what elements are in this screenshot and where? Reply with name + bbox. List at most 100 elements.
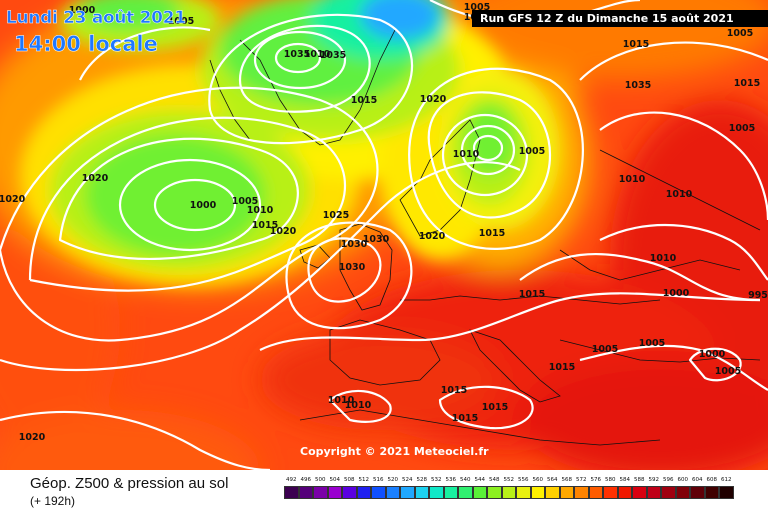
scale-label: 604: [692, 477, 703, 483]
scale-label: 536: [445, 477, 457, 483]
scale-label: 512: [358, 477, 370, 483]
scale-label: 560: [532, 477, 544, 483]
scale-swatch: [574, 486, 589, 499]
isobar-label: 1000: [699, 349, 726, 360]
isobar-label: 1015: [252, 220, 278, 231]
scale-swatch: [487, 486, 502, 499]
isobar-label: 1010: [304, 49, 331, 60]
isobar-label: 1030: [341, 239, 368, 250]
scale-label: 492: [286, 477, 297, 483]
isobar-label: 1035: [320, 50, 346, 61]
isobar-label: 1005: [519, 146, 545, 157]
isobar-label: 1015: [441, 385, 467, 396]
isobar-label: 995: [748, 290, 768, 301]
scale-swatch: [400, 486, 415, 499]
isobar-label: 1025: [323, 210, 349, 221]
scale-label: 580: [605, 477, 616, 483]
scale-swatch: [298, 486, 313, 499]
isobar-label: 1005: [715, 366, 741, 377]
isobar-label: 1005: [464, 2, 490, 13]
color-scale-swatches: [284, 483, 754, 499]
scale-swatch: [516, 486, 531, 499]
scale-swatch: [371, 486, 386, 499]
scale-label: 584: [619, 477, 631, 483]
scale-label: 556: [518, 477, 529, 483]
scale-swatch: [661, 486, 676, 499]
isobar-label: 1005: [592, 344, 618, 355]
scale-label: 516: [373, 477, 384, 483]
color-scale-labels: 492 496 500 504 508 512 516 520 524 528 532 536 540 5…: [284, 477, 754, 483]
scale-label: 612: [721, 477, 732, 483]
scale-swatch: [588, 486, 603, 499]
scale-swatch: [530, 486, 545, 499]
isobar-label: 1020: [419, 231, 446, 242]
isobar-label: 1020: [420, 94, 447, 105]
isobar-label: 1035: [625, 80, 651, 91]
scale-swatch: [559, 486, 574, 499]
scale-swatch: [545, 486, 560, 499]
isobar-label: 1030: [339, 262, 366, 273]
isobar-label: 1000: [69, 5, 96, 16]
scale-label: 564: [547, 477, 558, 483]
scale-swatch: [443, 486, 458, 499]
isobar-label: 1010: [453, 149, 480, 160]
isobar-label: 1010: [650, 253, 677, 264]
scale-label: 540: [460, 477, 471, 483]
legend-footer: Géop. Z500 & pression au sol (+ 192h) 49…: [0, 470, 768, 512]
scale-swatch: [458, 486, 473, 499]
scale-swatch: [342, 486, 357, 499]
scale-swatch: [284, 486, 299, 499]
scale-label: 572: [576, 477, 587, 483]
scale-swatch: [632, 486, 647, 499]
forecast-time: 14:00 locale: [14, 32, 158, 57]
scale-label: 568: [561, 477, 573, 483]
isobar-label: 1015: [482, 402, 508, 413]
scale-swatch: [327, 486, 342, 499]
isobar-label: 1000: [663, 288, 690, 299]
scale-swatch: [675, 486, 690, 499]
isobar-label: 1020: [19, 432, 46, 443]
scale-label: 508: [344, 477, 355, 483]
isobar-label: 1010: [328, 395, 355, 406]
isobar-label: 1015: [519, 289, 545, 300]
color-scale: 492 496 500 504 508 512 516 520 524 528 532 536 540 5…: [284, 477, 754, 511]
isobar-label: 1005: [232, 196, 258, 207]
scale-swatch: [617, 486, 632, 499]
isobar-label: 1015: [623, 39, 649, 50]
isobar-label: 1010: [247, 205, 274, 216]
scale-label: 504: [329, 477, 341, 483]
scale-label: 520: [387, 477, 399, 483]
scale-swatch: [603, 486, 618, 499]
scale-label: 532: [431, 477, 442, 483]
scale-label: 524: [402, 477, 413, 483]
scale-swatch: [501, 486, 516, 499]
isobar-label: 1030: [363, 234, 390, 245]
isobar-label: 1005: [729, 123, 755, 134]
isobar-label: 1010: [619, 174, 646, 185]
scale-label: 600: [677, 477, 689, 483]
scale-label: 596: [663, 477, 674, 483]
scale-label: 548: [489, 477, 500, 483]
isobar-label: 1020: [270, 226, 297, 237]
isobar-label: 1015: [452, 413, 478, 424]
run-banner: Run GFS 12 Z du Dimanche 15 août 2021: [472, 10, 768, 27]
weather-map: 1000 1005 1035 1035 1015 1020 1005 1010 …: [0, 0, 768, 470]
isobar-label: 1015: [549, 362, 575, 373]
scale-swatch: [646, 486, 661, 499]
coastlines: [209, 29, 761, 446]
scale-swatch: [385, 486, 400, 499]
scale-swatch: [690, 486, 705, 499]
scale-swatch: [719, 486, 734, 499]
isobar-label: 1005: [168, 16, 194, 27]
scale-label: 528: [416, 477, 428, 483]
scale-label: 576: [590, 477, 602, 483]
scale-swatch: [414, 486, 429, 499]
isobar-label: 1010: [666, 189, 693, 200]
scale-swatch: [429, 486, 444, 499]
scale-swatch: [472, 486, 487, 499]
forecast-date: Lundi 23 août 2021: [6, 8, 187, 29]
isobar-label: 1020: [0, 194, 26, 205]
isobar-label: 1015: [351, 95, 377, 106]
isobar-label: 1015: [734, 78, 760, 89]
